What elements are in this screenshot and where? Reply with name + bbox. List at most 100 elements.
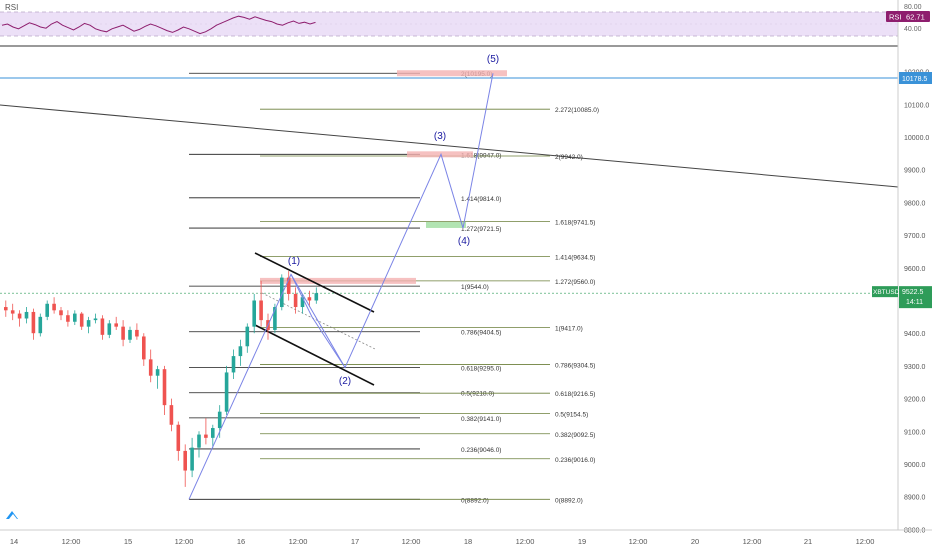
symbol-badge — [872, 286, 898, 298]
target-price-badge — [899, 72, 932, 84]
rsi-value-badge — [886, 11, 930, 22]
rsi-axis: 80.00 40.00 RSI 62.71 — [886, 4, 930, 33]
fib-right-label: 1.414(9634.5) — [555, 255, 595, 262]
candle-body — [224, 372, 229, 412]
candle-body — [252, 300, 256, 327]
fib-left-label: 0.236(9046.0) — [461, 447, 501, 454]
fib-right-label: 1.618(9741.5) — [555, 220, 595, 227]
rsi-band — [0, 12, 898, 36]
candle-body — [231, 356, 236, 373]
candle-body — [17, 313, 22, 319]
target-price-text: 10178.5 — [902, 76, 927, 83]
candle-body — [45, 303, 49, 317]
target-zone-4 — [426, 221, 466, 228]
price-axis-label: 9400.0 — [904, 331, 926, 338]
candle-body — [169, 405, 174, 425]
time-axis-label: 14 — [10, 537, 18, 546]
candle-body — [79, 313, 84, 327]
channel-lower — [254, 324, 375, 386]
candle-body — [24, 311, 29, 319]
time-axis-label: 12:00 — [289, 537, 308, 546]
candle-body — [73, 313, 77, 322]
rsi-pane: RSI — [0, 3, 898, 37]
time-axis-label: 16 — [237, 537, 245, 546]
candle-body — [280, 277, 284, 308]
candle-body — [217, 411, 222, 429]
candle-body — [307, 297, 312, 301]
candle-body — [59, 310, 63, 316]
wave-label: (1) — [288, 256, 300, 267]
price-axis[interactable]: 10200.010100.010000.09900.09800.09700.09… — [872, 0, 932, 534]
candle-body — [107, 323, 112, 335]
time-axis-label: 17 — [351, 537, 359, 546]
candle-body — [183, 450, 187, 471]
candle-body — [128, 329, 132, 340]
candle-body — [38, 316, 43, 334]
fib-left-label: 0(8892.0) — [461, 497, 489, 504]
time-axis-label: 12:00 — [175, 537, 194, 546]
time-axis-label: 12:00 — [856, 537, 875, 546]
resistance-zone — [260, 277, 416, 284]
sub-wave-path — [290, 274, 346, 368]
price-pane: 2(10195.0)1.618(9947.0)1.414(9814.0)1.27… — [0, 54, 899, 504]
time-axis-label: 12:00 — [62, 537, 81, 546]
fib-right-label: 0.618(9216.5) — [555, 391, 595, 398]
candle-body — [142, 336, 146, 360]
price-axis-label: 9200.0 — [904, 397, 926, 404]
fib-right-label: 2.272(10085.0) — [555, 107, 599, 114]
candle-body — [273, 307, 277, 330]
candle-body — [66, 315, 70, 322]
candle-body — [238, 346, 243, 357]
fib-left-label: 0.618(9295.0) — [461, 366, 501, 373]
fib-right-label: 2(9942.0) — [555, 154, 583, 161]
price-axis-label: 9900.0 — [904, 168, 926, 175]
candle-body — [4, 307, 8, 311]
wave-label: (4) — [458, 236, 470, 247]
countdown-text: 14:11 — [906, 299, 923, 306]
rsi-axis-40: 40.00 — [904, 26, 922, 33]
fib-left-label: 0.382(9141.0) — [461, 416, 501, 423]
target-zone-3 — [407, 151, 473, 158]
candle-body — [93, 318, 98, 321]
candle-body — [293, 293, 298, 308]
elliott-wave-path — [188, 73, 494, 500]
rsi-badge-value: 62.71 — [906, 13, 925, 22]
candle-body — [121, 326, 125, 340]
target-zone-5 — [397, 70, 507, 77]
candle-body — [155, 369, 160, 376]
wave-label: (5) — [487, 54, 499, 65]
wave-label: (3) — [434, 131, 446, 142]
rsi-title: RSI — [5, 3, 18, 12]
candle-body — [86, 320, 91, 327]
candle-body — [100, 318, 105, 335]
candle-body — [135, 329, 139, 337]
candle-body — [10, 310, 15, 314]
price-axis-label: 9100.0 — [904, 429, 926, 436]
price-axis-label: 9800.0 — [904, 200, 926, 207]
price-axis-label: 9600.0 — [904, 266, 926, 273]
time-axis-label: 12:00 — [516, 537, 535, 546]
fib-left-label: 1.414(9814.0) — [461, 196, 501, 203]
candle-body — [197, 434, 201, 448]
time-axis-label: 20 — [691, 537, 699, 546]
fib-right-label: 1(9417.0) — [555, 326, 583, 333]
rsi-axis-80: 80.00 — [904, 4, 922, 11]
current-price-badge — [899, 286, 932, 309]
price-axis-label: 9300.0 — [904, 364, 926, 371]
candle-body — [162, 369, 167, 406]
time-axis-label: 15 — [124, 537, 132, 546]
time-axis[interactable]: 14 12:00 15 12:00 16 12:00 17 12:00 18 12:00 19 12:… — [0, 529, 932, 546]
candle-body — [190, 447, 194, 471]
tradingview-logo[interactable] — [6, 511, 18, 519]
fib-right-label: 1.272(9560.0) — [555, 279, 595, 286]
candle-body — [245, 326, 250, 347]
symbol-text: XBTUSD — [873, 289, 900, 296]
current-price-text: 9522.5 — [902, 289, 924, 296]
time-axis-label: 12:00 — [743, 537, 762, 546]
candle-body — [114, 323, 118, 327]
price-axis-label: 10100.0 — [904, 102, 929, 109]
price-axis-label: 9700.0 — [904, 233, 926, 240]
fib-right-label: 0.786(9304.5) — [555, 362, 595, 369]
fib-left-label: 0.5(9218.0) — [461, 391, 494, 398]
